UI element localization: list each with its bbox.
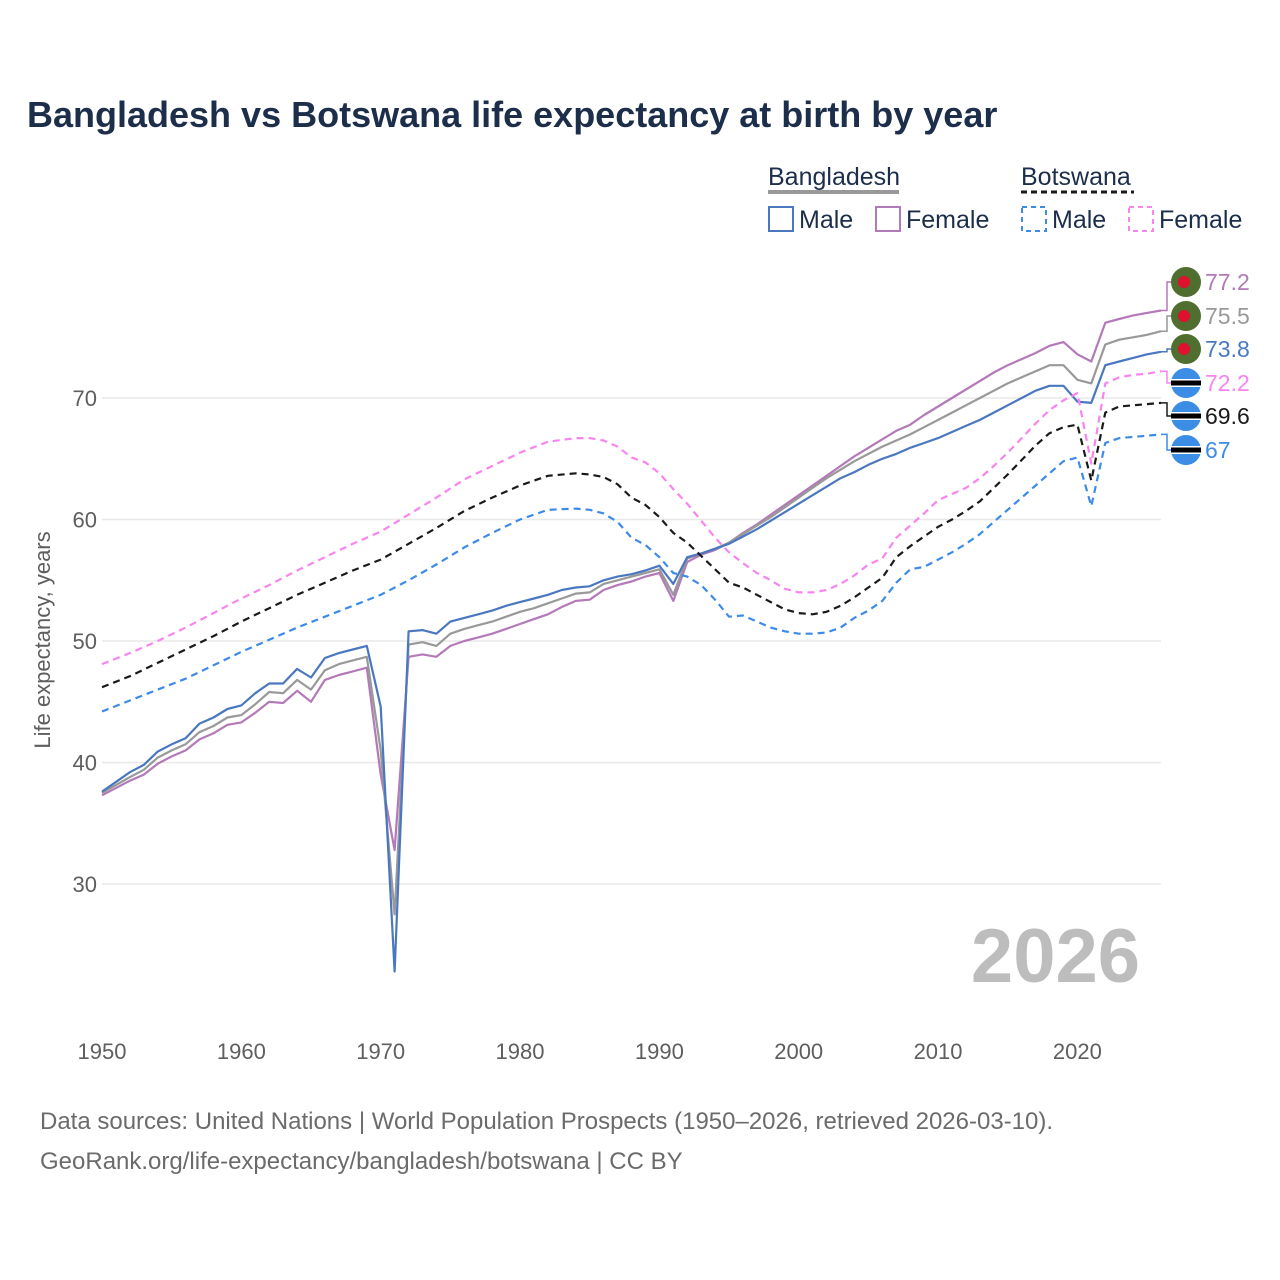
legend-bd-female-label: Female bbox=[906, 206, 989, 234]
legend-group-botswana: Botswana bbox=[1021, 163, 1131, 191]
x-axis-ticks: 1950 1960 1970 1980 1990 2000 2010 2020 bbox=[78, 1039, 1102, 1064]
source-line-2[interactable]: GeoRank.org/life-expectancy/bangladesh/b… bbox=[40, 1148, 683, 1175]
flag-stripe-black bbox=[1171, 380, 1201, 386]
series-line-bw-male bbox=[101, 433, 1162, 713]
x-tick-label: 2010 bbox=[914, 1039, 963, 1064]
series-line-bd-female bbox=[101, 309, 1162, 852]
end-label-connector bbox=[1161, 370, 1173, 384]
bangladesh-flag-icon bbox=[1171, 334, 1201, 364]
y-axis-label: Life expectancy, years bbox=[30, 531, 55, 748]
end-label-connector bbox=[1161, 315, 1173, 332]
end-label-bd-total: 75.5 bbox=[1205, 303, 1250, 329]
x-tick-label: 1950 bbox=[78, 1039, 127, 1064]
x-tick-label: 2020 bbox=[1053, 1039, 1102, 1064]
x-tick-label: 1970 bbox=[356, 1039, 405, 1064]
series-line-bd-total bbox=[101, 330, 1162, 916]
legend-bd-female-swatch bbox=[875, 206, 901, 232]
grid-lines bbox=[102, 397, 1161, 885]
series-line-bw-total bbox=[101, 401, 1162, 689]
series-line-bd-male bbox=[101, 350, 1162, 973]
x-tick-label: 1990 bbox=[635, 1039, 684, 1064]
end-label-connector bbox=[1161, 281, 1173, 312]
end-label-bw-total: 69.6 bbox=[1205, 403, 1250, 429]
legend-bd-male-label: Male bbox=[799, 206, 853, 234]
flag-disc bbox=[1178, 343, 1190, 355]
current-year-watermark: 2026 bbox=[971, 914, 1140, 999]
end-label-bw-male: 67 bbox=[1205, 437, 1231, 463]
botswana-flag-icon bbox=[1171, 368, 1201, 398]
flag-disc bbox=[1178, 276, 1190, 288]
x-tick-label: 1960 bbox=[217, 1039, 266, 1064]
end-label-connector bbox=[1161, 402, 1173, 417]
end-labels: 77.2 75.5 73.8 72.2 69.6 67 bbox=[1161, 267, 1250, 465]
flag-stripe-black bbox=[1171, 413, 1201, 419]
legend-bw-male-swatch bbox=[1021, 206, 1047, 232]
flag-disc bbox=[1178, 310, 1190, 322]
bangladesh-flag-icon bbox=[1171, 301, 1201, 331]
y-tick-label: 30 bbox=[73, 872, 97, 897]
y-tick-label: 50 bbox=[73, 629, 97, 654]
bangladesh-flag-icon bbox=[1171, 267, 1201, 297]
end-label-bw-female: 72.2 bbox=[1205, 370, 1250, 396]
end-label-bd-male: 73.8 bbox=[1205, 336, 1250, 362]
x-tick-label: 1980 bbox=[496, 1039, 545, 1064]
botswana-flag-icon bbox=[1171, 401, 1201, 431]
legend-bd-male-swatch bbox=[768, 206, 794, 232]
botswana-flag-icon bbox=[1171, 435, 1201, 465]
legend: Bangladesh Botswana Male Female Male Fem… bbox=[768, 163, 1242, 234]
legend-bw-female-label: Female bbox=[1159, 206, 1242, 234]
source-line-1: Data sources: United Nations | World Pop… bbox=[40, 1108, 1054, 1135]
end-label-connector bbox=[1161, 348, 1173, 353]
legend-group-bangladesh: Bangladesh bbox=[768, 163, 900, 191]
y-tick-label: 70 bbox=[73, 386, 97, 411]
end-label-bd-female: 77.2 bbox=[1205, 269, 1250, 295]
series-lines bbox=[101, 309, 1162, 973]
flag-stripe-black bbox=[1171, 447, 1201, 453]
legend-bw-female-swatch bbox=[1128, 206, 1154, 232]
y-tick-label: 60 bbox=[73, 508, 97, 533]
y-axis-ticks: 30 40 50 60 70 bbox=[73, 386, 97, 897]
series-line-bw-female bbox=[101, 370, 1162, 666]
chart-title: Bangladesh vs Botswana life expectancy a… bbox=[27, 94, 998, 135]
x-tick-label: 2000 bbox=[774, 1039, 823, 1064]
end-label-connector bbox=[1161, 433, 1173, 451]
legend-bw-male-label: Male bbox=[1052, 206, 1106, 234]
y-tick-label: 40 bbox=[73, 751, 97, 776]
